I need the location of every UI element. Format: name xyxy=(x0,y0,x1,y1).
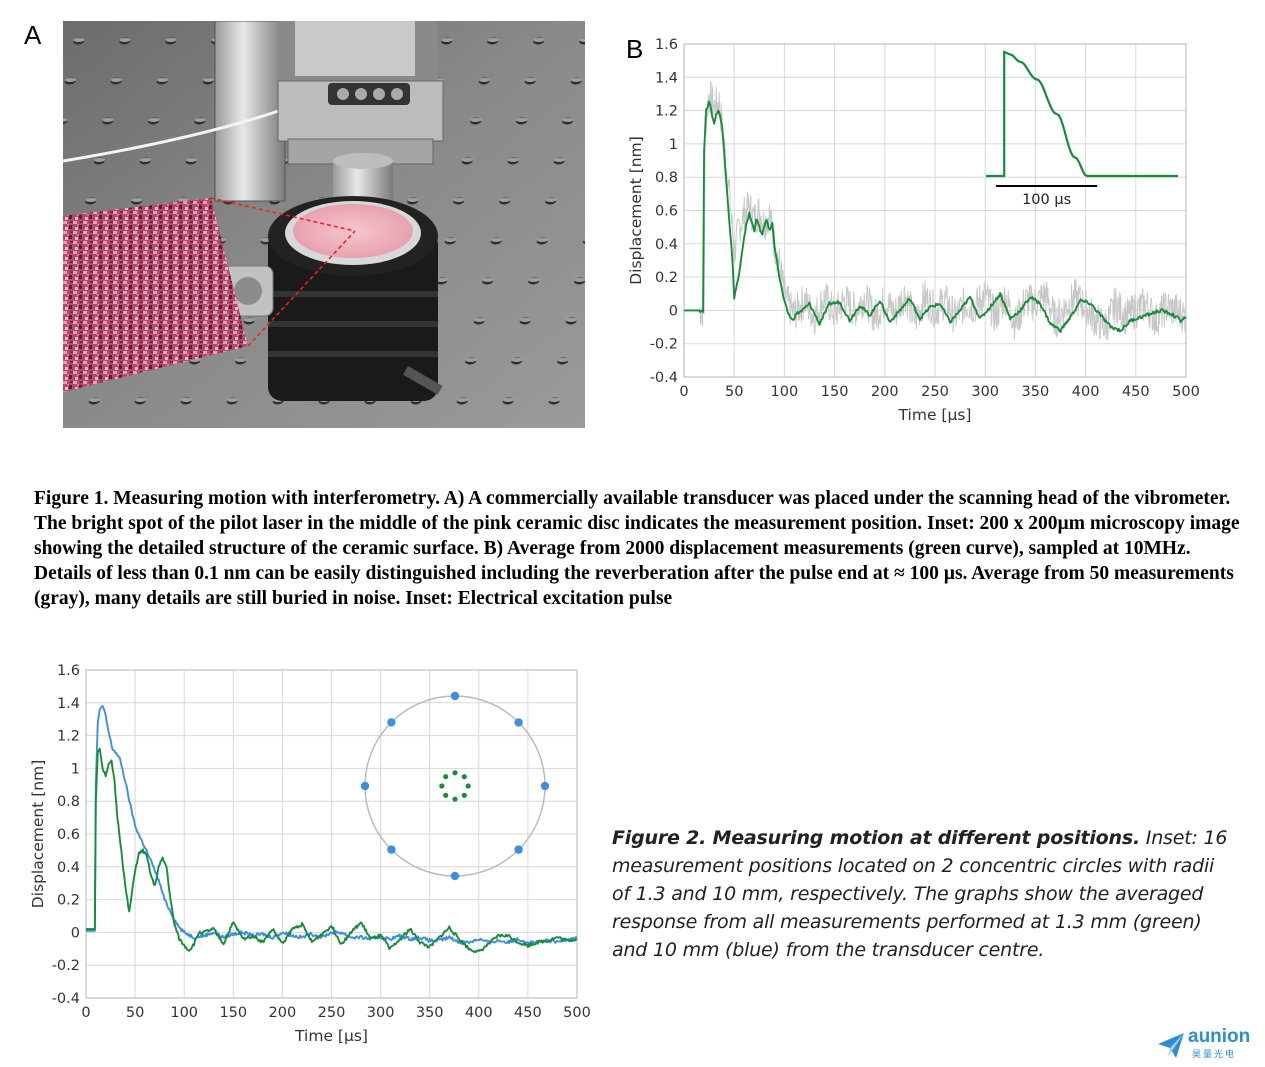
logo-name: aunion xyxy=(1188,1026,1251,1047)
y-tick-label: 0.2 xyxy=(655,270,678,286)
y-tick-label: -0.2 xyxy=(650,337,678,353)
x-tick-label: 150 xyxy=(219,1005,247,1021)
y-tick-label: 1.2 xyxy=(655,104,678,120)
x-tick-label: 350 xyxy=(1022,384,1050,400)
inset-outer-point xyxy=(360,781,370,791)
panel-a-letter: A xyxy=(24,20,42,50)
y-axis-label: Displacement [nm] xyxy=(29,760,47,909)
y-tick-label: 0.4 xyxy=(57,860,80,876)
figure2-caption-body: Inset: 16 measurement positions located … xyxy=(612,827,1228,961)
x-tick-label: 200 xyxy=(269,1005,297,1021)
series-line-green xyxy=(684,100,1187,333)
y-tick-label: 1.4 xyxy=(655,70,678,86)
x-tick-label: 500 xyxy=(1172,384,1200,400)
x-tick-label: 400 xyxy=(465,1005,493,1021)
inset-outer-point xyxy=(540,781,550,791)
y-tick-label: 0.8 xyxy=(57,794,80,810)
inset-inner-point xyxy=(465,783,471,789)
inset-outer-point xyxy=(387,845,396,854)
y-tick-label: -0.2 xyxy=(52,958,80,974)
y-tick-label: 0 xyxy=(669,303,678,319)
y-tick-label: 1.6 xyxy=(655,37,678,53)
y-tick-label: 0.8 xyxy=(655,170,678,186)
aunion-logo: aunion 昊量光电 xyxy=(1156,1026,1256,1062)
chart-fig1b: 0 50 100 150 200 250 300 350 400 450 500 -0.4 -0.2 0 0… xyxy=(627,37,1200,424)
logo-subtitle: 昊量光电 xyxy=(1192,1049,1237,1059)
inset-pulse-line xyxy=(986,50,1178,178)
inset-inner-point xyxy=(461,774,467,780)
inset-inner-point xyxy=(443,792,449,798)
plot-frame xyxy=(683,43,1187,378)
x-tick-label: 100 xyxy=(771,384,799,400)
x-tick-label: 450 xyxy=(1122,384,1150,400)
x-tick-label: 450 xyxy=(514,1005,542,1021)
series-line-green xyxy=(86,747,578,954)
figure1-caption: Figure 1. Measuring motion with interfer… xyxy=(34,488,1240,609)
inset-outer-point xyxy=(450,691,460,701)
inset-scale-label: 100 µs xyxy=(1022,192,1071,208)
x-tick-label: 250 xyxy=(318,1005,346,1021)
x-tick-label: 400 xyxy=(1072,384,1100,400)
inset-outer-point xyxy=(514,718,523,727)
y-tick-label: 0.6 xyxy=(655,204,678,220)
x-tick-label: 0 xyxy=(679,384,688,400)
inset-inner-point xyxy=(439,783,445,789)
x-tick-label: 150 xyxy=(821,384,849,400)
x-tick-label: 350 xyxy=(416,1005,444,1021)
inset-inner-point xyxy=(461,792,467,798)
inset-inner-point xyxy=(452,796,458,802)
transducer-photo xyxy=(63,21,585,428)
plot-frame xyxy=(85,669,578,999)
y-tick-label: 1 xyxy=(71,761,80,777)
y-tick-label: -0.4 xyxy=(52,991,80,1007)
figure2-caption: Figure 2. Measuring motion at different … xyxy=(612,824,1232,964)
y-tick-label: 1.4 xyxy=(57,696,80,712)
paper-plane-icon xyxy=(1158,1033,1184,1058)
y-tick-label: -0.4 xyxy=(650,370,678,386)
y-tick-label: 0.4 xyxy=(655,237,678,253)
x-tick-label: 0 xyxy=(81,1005,90,1021)
x-tick-label: 200 xyxy=(871,384,899,400)
panel-b-letter: B xyxy=(626,34,644,64)
x-tick-label: 500 xyxy=(563,1005,591,1021)
y-tick-label: 1.6 xyxy=(57,663,80,679)
chart-fig2: 0 50 100 150 200 250 300 350 400 450 500 -0.4 -0.2 0 0… xyxy=(29,663,591,1045)
inset-inner-point xyxy=(443,774,449,780)
x-tick-label: 300 xyxy=(367,1005,395,1021)
y-tick-label: 0.2 xyxy=(57,893,80,909)
y-tick-label: 1 xyxy=(669,137,678,153)
y-tick-label: 0 xyxy=(71,925,80,941)
x-tick-label: 50 xyxy=(725,384,743,400)
inset-inner-point xyxy=(452,770,458,776)
x-tick-label: 50 xyxy=(126,1005,144,1021)
x-tick-label: 250 xyxy=(921,384,949,400)
y-axis-label: Displacement [nm] xyxy=(627,136,645,285)
figure2-caption-title: Figure 2. Measuring motion at different … xyxy=(612,827,1140,849)
inset-outer-point xyxy=(450,871,460,881)
series-line-blue xyxy=(86,705,578,945)
inset-outer-point xyxy=(514,845,523,854)
x-axis-label: Time [µs] xyxy=(294,1027,368,1045)
y-tick-label: 0.6 xyxy=(57,827,80,843)
x-tick-label: 100 xyxy=(170,1005,198,1021)
x-tick-label: 300 xyxy=(971,384,999,400)
inset-outer-point xyxy=(387,718,396,727)
y-tick-label: 1.2 xyxy=(57,729,80,745)
x-axis-label: Time [µs] xyxy=(898,406,972,424)
microscopy-inset xyxy=(63,198,248,393)
